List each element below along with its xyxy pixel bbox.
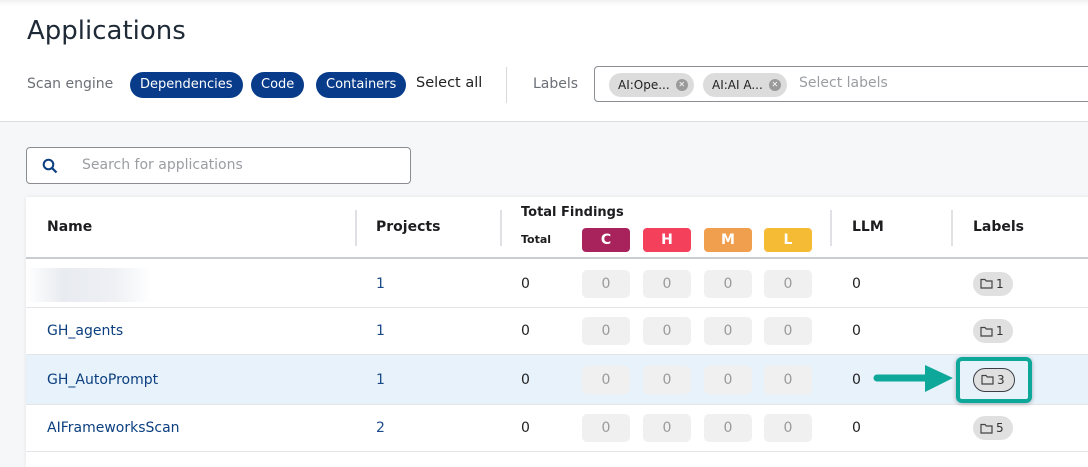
low-count: 0 [764, 317, 812, 345]
remove-chip-icon[interactable]: ✕ [768, 79, 781, 91]
high-count: 0 [643, 317, 691, 345]
severity-low-badge[interactable]: L [764, 228, 812, 252]
scan-engine-label: Scan engine [27, 76, 114, 92]
critical-count: 0 [582, 365, 630, 394]
page-title: Applications [27, 16, 186, 46]
critical-count: 0 [582, 317, 630, 345]
label-chip: AI:AI A... ✕ [703, 73, 787, 97]
labels-count: 1 [996, 276, 1004, 291]
col-total[interactable]: Total [521, 233, 552, 246]
remove-chip-icon[interactable]: ✕ [675, 79, 688, 91]
label-chip-text: AI:AI A... [712, 78, 763, 92]
table-header: Name Projects Total Findings Total C H M… [26, 197, 1088, 259]
medium-count: 0 [704, 414, 752, 442]
high-count: 0 [643, 414, 691, 442]
app-name-link[interactable]: GH_agents [47, 323, 124, 339]
total-findings: 0 [521, 420, 530, 436]
col-llm[interactable]: LLM [852, 219, 884, 235]
engine-containers-toggle[interactable]: Containers [316, 72, 407, 98]
severity-critical-badge[interactable]: C [582, 228, 630, 252]
annotation-highlight-box [956, 357, 1032, 403]
projects-count[interactable]: 2 [376, 420, 385, 436]
labels-count: 5 [996, 421, 1004, 435]
folder-icon [980, 278, 993, 289]
engine-code-toggle[interactable]: Code [251, 72, 305, 98]
llm-count: 0 [852, 323, 861, 339]
labels-placeholder: Select labels [799, 75, 888, 91]
folder-icon [980, 326, 993, 337]
divider [355, 210, 357, 246]
applications-table: Name Projects Total Findings Total C H M… [26, 197, 1088, 467]
divider [500, 210, 502, 246]
llm-count: 0 [852, 275, 861, 292]
table-row[interactable]: AIFrameworksScan 2 0 0 0 0 0 0 5 [26, 405, 1088, 452]
app-name-link[interactable]: AIFrameworksScan [47, 420, 180, 436]
search-input[interactable]: Search for applications [26, 147, 411, 184]
select-all-link[interactable]: Select all [416, 75, 483, 91]
low-count: 0 [764, 414, 812, 442]
projects-count[interactable]: 1 [376, 371, 385, 388]
projects-count[interactable]: 1 [376, 323, 385, 339]
folder-icon [980, 423, 993, 434]
llm-count: 0 [852, 371, 861, 388]
critical-count: 0 [582, 414, 630, 442]
label-chip-text: AI:Ope... [618, 78, 670, 92]
search-placeholder: Search for applications [82, 157, 243, 173]
table-row[interactable]: GH_agents 1 0 0 0 0 0 0 1 [26, 308, 1088, 355]
labels-count-button[interactable]: 3 [973, 367, 1015, 392]
high-count: 0 [643, 269, 691, 298]
search-icon [42, 158, 58, 174]
table-row[interactable]: 1 0 0 0 0 0 0 1 [26, 260, 1088, 308]
engine-dependencies-toggle[interactable]: Dependencies [130, 72, 243, 98]
divider [506, 67, 507, 103]
top-bar: Applications Scan engine Dependencies Co… [0, 0, 1088, 122]
labels-count-button[interactable]: 5 [973, 416, 1013, 440]
labels-count: 3 [997, 372, 1005, 387]
medium-count: 0 [704, 317, 752, 345]
llm-count: 0 [852, 420, 861, 436]
divider [830, 210, 832, 246]
low-count: 0 [764, 365, 812, 394]
col-total-findings: Total Findings [521, 205, 624, 220]
low-count: 0 [764, 269, 812, 298]
critical-count: 0 [582, 269, 630, 298]
label-chip: AI:Ope... ✕ [609, 73, 694, 97]
col-projects[interactable]: Projects [376, 219, 441, 235]
medium-count: 0 [704, 365, 752, 394]
app-name-link[interactable]: GH_AutoPrompt [47, 371, 159, 388]
labels-filter-label: Labels [533, 76, 579, 92]
severity-medium-badge[interactable]: M [704, 228, 752, 252]
total-findings: 0 [521, 275, 530, 292]
labels-count-button[interactable]: 1 [973, 319, 1013, 343]
labels-select[interactable]: AI:Ope... ✕ AI:AI A... ✕ Select labels [594, 66, 1088, 102]
divider [951, 210, 953, 246]
high-count: 0 [643, 365, 691, 394]
total-findings: 0 [521, 323, 530, 339]
col-name[interactable]: Name [47, 219, 93, 235]
total-findings: 0 [521, 371, 530, 388]
col-labels[interactable]: Labels [973, 219, 1025, 235]
projects-count[interactable]: 1 [376, 275, 385, 292]
redacted-name [26, 268, 151, 302]
annotation-arrow-icon [873, 365, 953, 392]
medium-count: 0 [704, 269, 752, 298]
labels-count-button[interactable]: 1 [973, 271, 1013, 296]
labels-count: 1 [996, 324, 1004, 338]
folder-icon [981, 374, 994, 385]
severity-high-badge[interactable]: H [643, 228, 691, 252]
